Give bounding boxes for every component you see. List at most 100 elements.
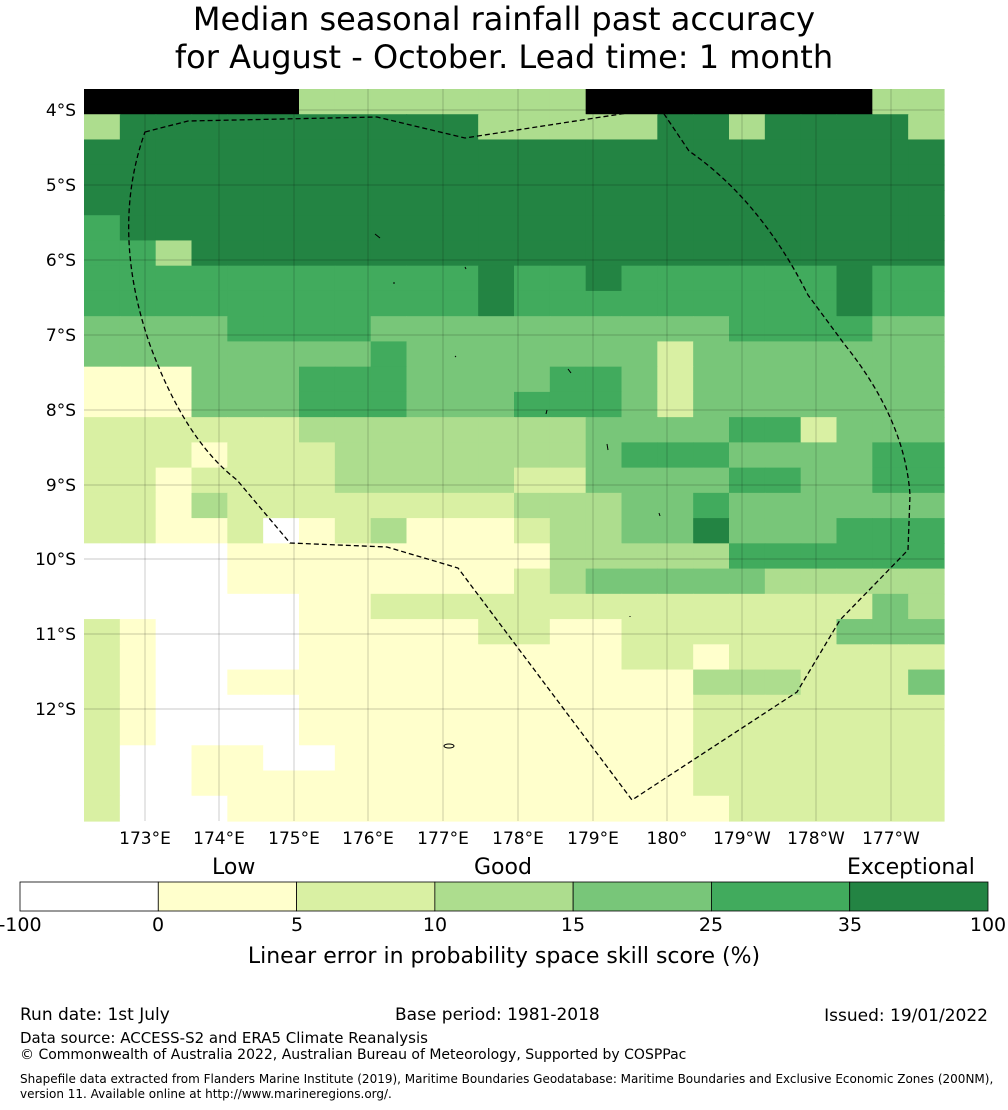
grid-cell	[514, 795, 551, 822]
grid-cell	[263, 265, 300, 292]
grid-cell	[764, 745, 802, 772]
grid-cell	[729, 139, 766, 166]
longitude-label: 173°E	[119, 829, 171, 849]
grid-cell	[657, 492, 694, 519]
grid-cell	[621, 492, 658, 519]
grid-cell	[119, 694, 157, 721]
grid-cell	[693, 644, 730, 671]
grid-cell	[764, 518, 802, 544]
grid-cell	[191, 417, 228, 443]
grid-cell	[84, 341, 121, 368]
grid-cell	[370, 290, 408, 317]
grid-cell	[514, 89, 551, 115]
grid-cell	[263, 341, 300, 368]
grid-cell	[836, 89, 873, 115]
grid-cell	[585, 265, 623, 292]
grid-cell	[621, 795, 658, 822]
grid-cell	[729, 518, 766, 544]
grid-cell	[764, 543, 802, 570]
grid-cell	[908, 518, 945, 544]
longitude-label: 178°W	[787, 829, 845, 849]
grid-cell	[908, 467, 945, 494]
grid-cell	[549, 568, 587, 595]
latitude-labels: 4°S 5°S 6°S 7°S 8°S 9°S 10°S 11°S 12°S	[35, 101, 76, 720]
grid-cell	[800, 593, 838, 620]
grid-cell	[729, 568, 766, 595]
grid-cell	[585, 593, 623, 620]
grid-cell	[155, 492, 193, 519]
grid-cell	[299, 442, 336, 469]
grid-cell	[299, 164, 336, 191]
grid-cell	[908, 417, 945, 443]
grid-cell	[406, 518, 443, 544]
grid-cell	[442, 114, 479, 141]
grid-cell	[119, 770, 157, 797]
grid-cell	[263, 669, 300, 696]
grid-cell	[621, 543, 658, 570]
grid-cell	[263, 366, 300, 393]
grid-cell	[84, 518, 121, 544]
grid-cell	[442, 316, 479, 343]
grid-cell	[585, 215, 623, 242]
grid-cell	[299, 518, 336, 544]
grid-cell	[406, 366, 443, 393]
grid-cell	[872, 164, 909, 191]
grid-cell	[155, 770, 193, 797]
grid-cell	[729, 720, 766, 746]
grid-cell	[334, 644, 372, 671]
grid-cell	[84, 417, 121, 443]
grid-cell	[478, 391, 515, 418]
grid-cell	[764, 770, 802, 797]
grid-cell	[872, 543, 909, 570]
grid-cell	[406, 467, 443, 494]
grid-cell	[729, 240, 766, 267]
grid-cell	[836, 543, 873, 570]
grid-cell	[693, 114, 730, 141]
grid-cell	[119, 316, 157, 343]
grid-cell	[155, 89, 193, 115]
grid-cell	[800, 316, 838, 343]
longitude-label: 174°E	[193, 829, 245, 849]
grid-cell	[84, 770, 121, 797]
grid-cell	[227, 114, 264, 141]
grid-cell	[299, 694, 336, 721]
longitude-label: 176°E	[342, 829, 394, 849]
grid-cell	[299, 189, 336, 216]
grid-cell	[621, 316, 658, 343]
grid-cell	[514, 391, 551, 418]
grid-cell	[836, 593, 873, 620]
grid-cell	[836, 568, 873, 595]
grid-cell	[191, 492, 228, 519]
grid-cell	[191, 391, 228, 418]
grid-cell	[621, 164, 658, 191]
grid-cell	[406, 694, 443, 721]
grid-cell	[406, 164, 443, 191]
grid-cell	[764, 391, 802, 418]
grid-cell	[621, 240, 658, 267]
grid-cell	[84, 290, 121, 317]
grid-cell	[729, 89, 766, 115]
grid-cell	[585, 442, 623, 469]
grid-cell	[836, 265, 873, 292]
grid-cell	[585, 290, 623, 317]
grid-cell	[872, 417, 909, 443]
grid-cell	[299, 770, 336, 797]
grid-cell	[693, 492, 730, 519]
grid-cell	[693, 215, 730, 242]
grid-cell	[334, 720, 372, 746]
grid-cell	[370, 593, 408, 620]
grid-cell	[908, 240, 945, 267]
grid-cell	[191, 619, 228, 645]
issued-date: Issued: 19/01/2022	[824, 1006, 988, 1026]
grid-cell	[299, 139, 336, 166]
longitude-label: 179°E	[567, 829, 619, 849]
grid-cell	[155, 189, 193, 216]
grid-cell	[84, 619, 121, 645]
grid-cell	[621, 290, 658, 317]
grid-cell	[119, 215, 157, 242]
grid-cell	[370, 139, 408, 166]
grid-cell	[621, 366, 658, 393]
grid-cell	[334, 543, 372, 570]
grid-cell	[585, 619, 623, 645]
grid-cell	[657, 89, 694, 115]
